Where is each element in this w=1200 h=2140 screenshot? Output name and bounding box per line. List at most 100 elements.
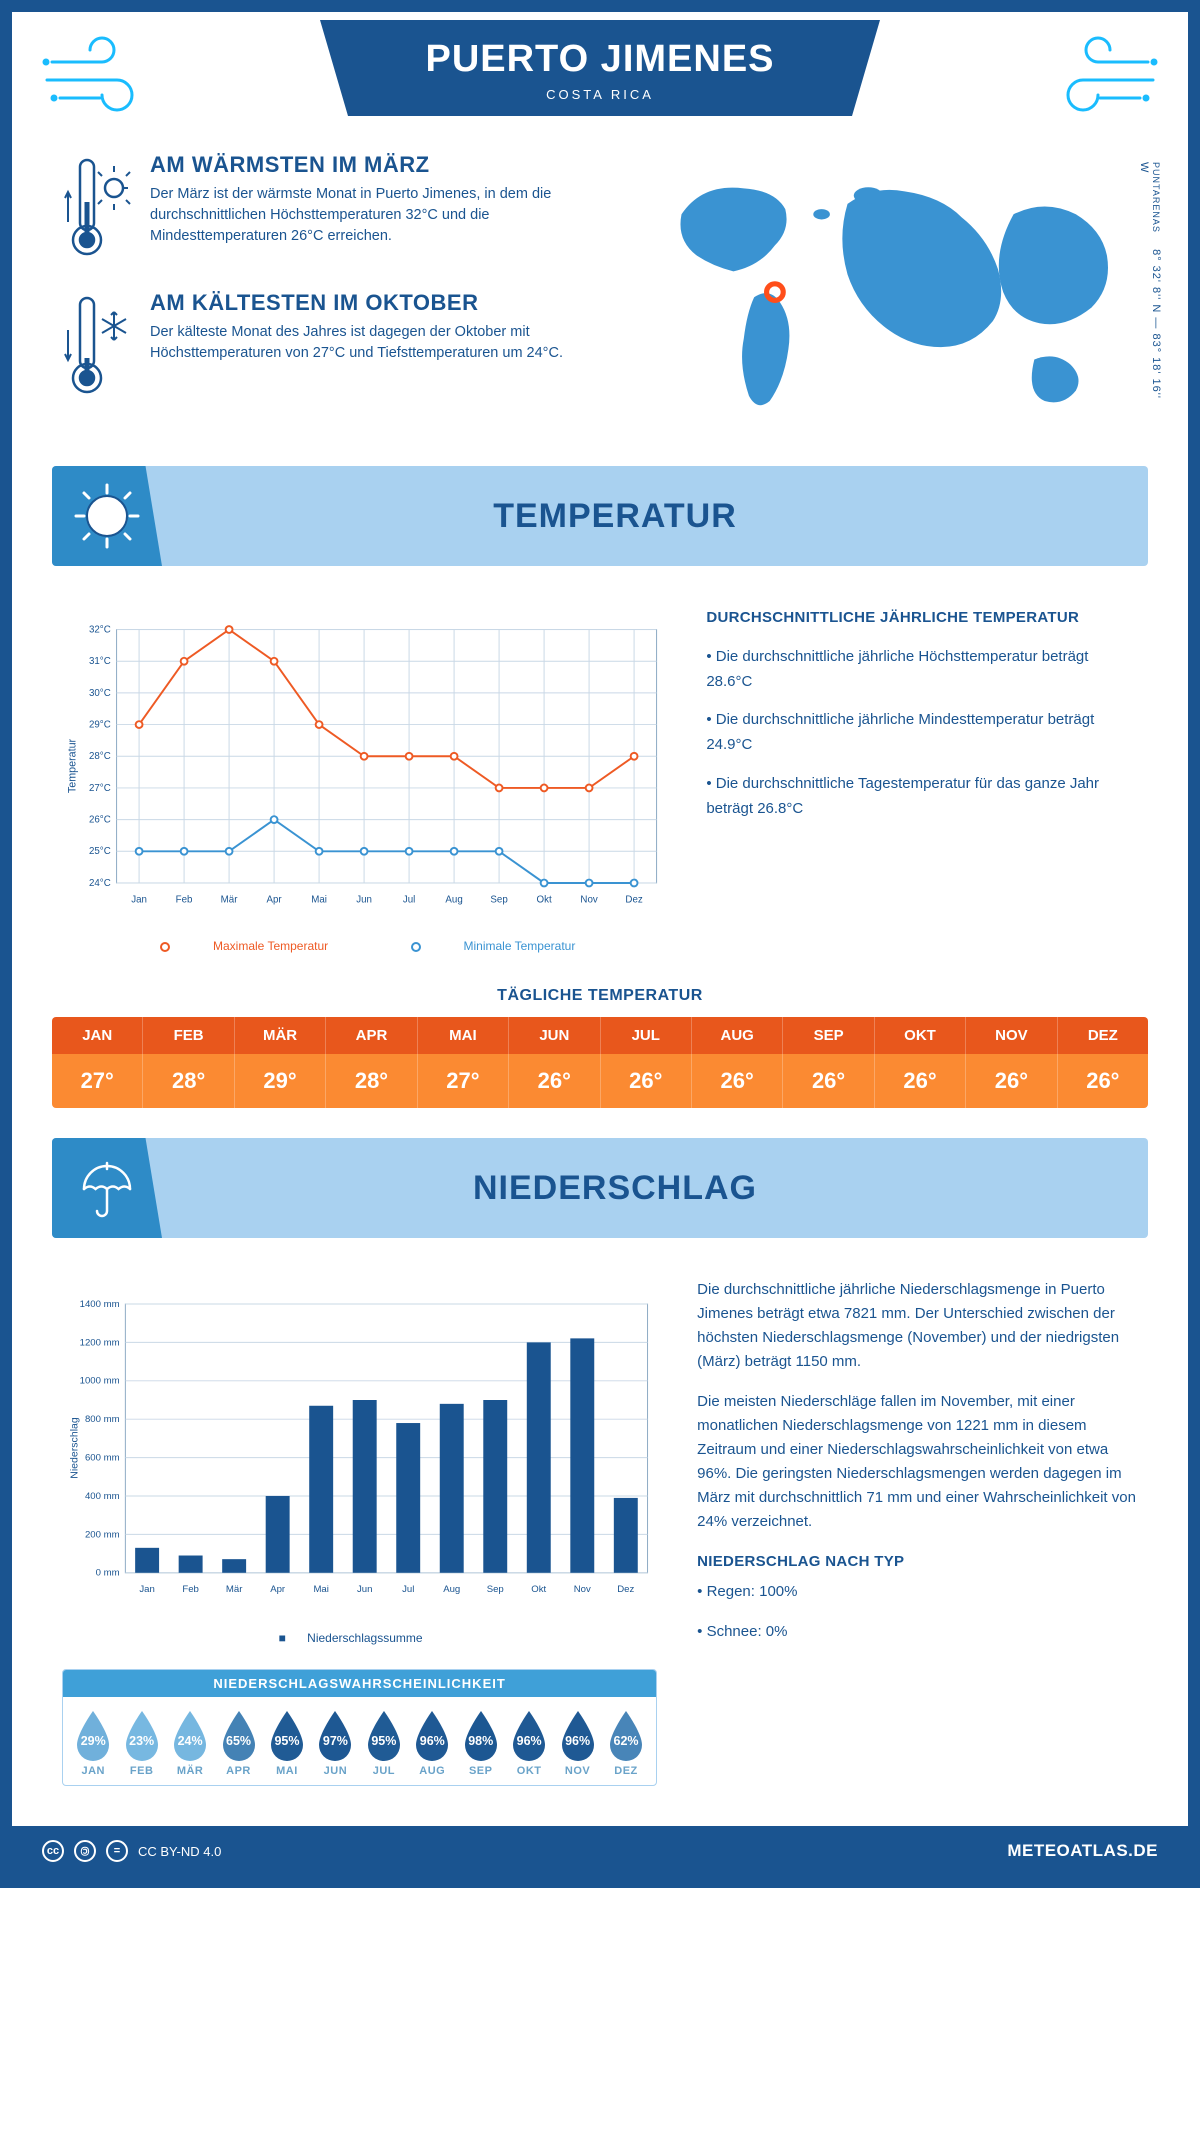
probability-cell: 62% DEZ [602,1709,650,1777]
svg-text:600 mm: 600 mm [85,1452,120,1463]
warmest-fact: AM WÄRMSTEN IM MÄRZ Der März ist der wär… [62,152,610,262]
svg-text:Jul: Jul [403,894,415,905]
precipitation-bar-chart: 0 mm200 mm400 mm600 mm800 mm1000 mm1200 … [62,1278,657,1618]
intro-section: AM WÄRMSTEN IM MÄRZ Der März ist der wär… [12,122,1188,448]
svg-text:28°C: 28°C [89,751,111,762]
page-frame: PUERTO JIMENES COSTA RICA [0,0,1200,1888]
daily-head-cell: AUG [692,1017,783,1054]
daily-temp-table: JANFEBMÄRAPRMAIJUNJULAUGSEPOKTNOVDEZ 27°… [52,1017,1148,1108]
by-icon: 🄯 [74,1840,96,1862]
svg-text:200 mm: 200 mm [85,1529,120,1540]
page-subtitle: COSTA RICA [380,87,820,102]
precip-type-bullet: • Schnee: 0% [697,1620,1138,1644]
coldest-text: Der kälteste Monat des Jahres ist dagege… [150,322,610,364]
svg-text:Dez: Dez [617,1584,634,1595]
probability-cell: 95% MAI [263,1709,311,1777]
warmest-heading: AM WÄRMSTEN IM MÄRZ [150,152,610,178]
probability-cell: 65% APR [214,1709,262,1777]
temp-info-heading: DURCHSCHNITTLICHE JÄHRLICHE TEMPERATUR [706,606,1138,631]
svg-text:27°C: 27°C [89,783,111,794]
svg-text:Okt: Okt [537,894,552,905]
daily-body-cell: 26° [509,1054,600,1108]
daily-body-cell: 27° [418,1054,509,1108]
temperature-row: 24°C25°C26°C27°C28°C29°C30°C31°C32°CJanF… [12,566,1188,963]
temp-info-bullet: • Die durchschnittliche Tagestemperatur … [706,772,1138,822]
daily-head-cell: FEB [143,1017,234,1054]
temp-info-bullet: • Die durchschnittliche jährliche Höchst… [706,645,1138,695]
precip-p1: Die durchschnittliche jährliche Niedersc… [697,1278,1138,1374]
daily-body-cell: 26° [601,1054,692,1108]
temp-chart-wrap: 24°C25°C26°C27°C28°C29°C30°C31°C32°CJanF… [62,606,666,953]
daily-head-cell: JAN [52,1017,143,1054]
probability-box: NIEDERSCHLAGSWAHRSCHEINLICHKEIT 29% JAN … [62,1669,657,1786]
daily-body-cell: 29° [235,1054,326,1108]
probability-drops: 29% JAN 23% FEB 24% MÄR 65% [63,1697,656,1785]
sun-icon-box [52,466,162,566]
svg-text:25°C: 25°C [89,846,111,857]
precip-chart-wrap: 0 mm200 mm400 mm600 mm800 mm1000 mm1200 … [62,1278,657,1786]
intro-facts: AM WÄRMSTEN IM MÄRZ Der März ist der wär… [62,152,610,428]
daily-body-cell: 26° [783,1054,874,1108]
svg-text:400 mm: 400 mm [85,1491,120,1502]
coldest-heading: AM KÄLTESTEN IM OKTOBER [150,290,610,316]
svg-text:Mai: Mai [313,1584,328,1595]
precip-row: 0 mm200 mm400 mm600 mm800 mm1000 mm1200 … [12,1238,1188,1796]
probability-cell: 23% FEB [117,1709,165,1777]
daily-temp-body: 27°28°29°28°27°26°26°26°26°26°26°26° [52,1054,1148,1108]
probability-title: NIEDERSCHLAGSWAHRSCHEINLICHKEIT [63,1670,656,1697]
svg-text:31°C: 31°C [89,656,111,667]
svg-text:29°C: 29°C [89,719,111,730]
daily-head-cell: JUN [509,1017,600,1054]
warmest-text: Der März ist der wärmste Monat in Puerto… [150,184,610,247]
svg-text:30°C: 30°C [89,688,111,699]
cc-icon: cc [42,1840,64,1862]
daily-head-cell: NOV [966,1017,1057,1054]
svg-text:Mär: Mär [221,894,239,905]
svg-text:Feb: Feb [176,894,193,905]
svg-text:1000 mm: 1000 mm [80,1376,120,1387]
daily-head-cell: SEP [783,1017,874,1054]
svg-text:26°C: 26°C [89,815,111,826]
svg-text:Apr: Apr [270,1584,286,1595]
svg-text:Mai: Mai [311,894,327,905]
precip-p2: Die meisten Niederschläge fallen im Nove… [697,1390,1138,1534]
temperature-line-chart: 24°C25°C26°C27°C28°C29°C30°C31°C32°CJanF… [62,606,666,926]
daily-head-cell: OKT [875,1017,966,1054]
sun-icon [72,481,142,551]
legend-max: Maximale Temperatur [213,939,328,953]
daily-temp-header: JANFEBMÄRAPRMAIJUNJULAUGSEPOKTNOVDEZ [52,1017,1148,1054]
daily-body-cell: 27° [52,1054,143,1108]
svg-text:Sep: Sep [490,894,507,905]
svg-text:Aug: Aug [445,894,462,905]
temp-legend: Maximale Temperatur Minimale Temperatur [62,939,666,953]
svg-text:0 mm: 0 mm [96,1568,120,1579]
daily-body-cell: 26° [1058,1054,1148,1108]
daily-head-cell: MAI [418,1017,509,1054]
precip-type-heading: NIEDERSCHLAG NACH TYP [697,1550,1138,1574]
svg-text:Jun: Jun [357,1584,372,1595]
precip-type-bullet: • Regen: 100% [697,1580,1138,1604]
svg-text:800 mm: 800 mm [85,1414,120,1425]
precip-heading: NIEDERSCHLAG [162,1169,1148,1208]
probability-cell: 96% NOV [553,1709,601,1777]
svg-text:32°C: 32°C [89,624,111,635]
daily-body-cell: 28° [326,1054,417,1108]
svg-text:Sep: Sep [487,1584,504,1595]
header: PUERTO JIMENES COSTA RICA [12,12,1188,122]
svg-text:Temperatur: Temperatur [67,738,79,793]
svg-text:Aug: Aug [443,1584,460,1595]
svg-text:Jul: Jul [402,1584,414,1595]
daily-head-cell: APR [326,1017,417,1054]
svg-text:Dez: Dez [625,894,642,905]
umbrella-icon [74,1155,140,1221]
daily-head-cell: MÄR [235,1017,326,1054]
probability-cell: 29% JAN [69,1709,117,1777]
coordinates: PUNTARENAS 8° 32' 8'' N — 83° 18' 16'' W [1138,162,1162,402]
title-ribbon: PUERTO JIMENES COSTA RICA [320,20,880,116]
probability-cell: 96% OKT [505,1709,553,1777]
svg-text:Jan: Jan [139,1584,154,1595]
svg-text:Apr: Apr [267,894,283,905]
svg-text:1400 mm: 1400 mm [80,1299,120,1310]
probability-cell: 98% SEP [457,1709,505,1777]
footer-site: METEOATLAS.DE [1007,1841,1158,1861]
